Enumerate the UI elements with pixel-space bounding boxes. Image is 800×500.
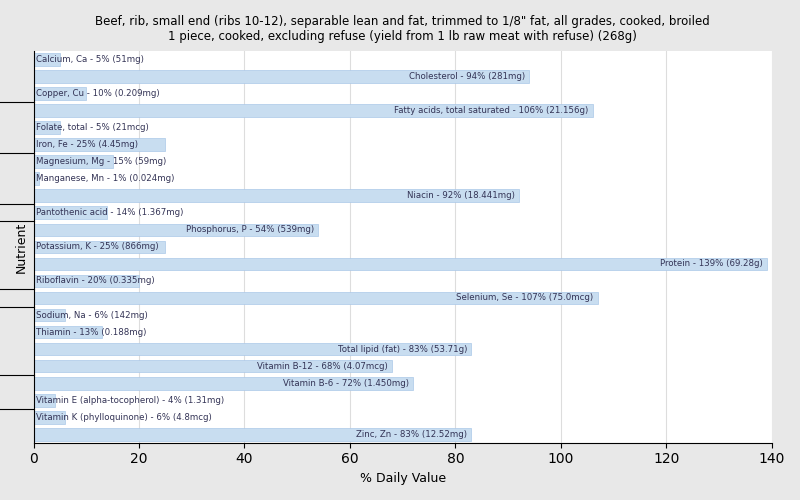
Text: Niacin - 92% (18.441mg): Niacin - 92% (18.441mg) (406, 192, 514, 200)
Bar (34, 394, 54, 406)
Bar (34, 428, 471, 440)
Bar (34, 342, 471, 355)
Bar (34, 411, 65, 424)
Bar (34, 360, 392, 372)
Text: Iron, Fe - 25% (4.45mg): Iron, Fe - 25% (4.45mg) (36, 140, 138, 149)
Bar (34, 104, 593, 117)
Text: Vitamin E (alpha-tocopherol) - 4% (1.31mg): Vitamin E (alpha-tocopherol) - 4% (1.31m… (36, 396, 224, 404)
Text: Vitamin K (phylloquinone) - 6% (4.8mcg): Vitamin K (phylloquinone) - 6% (4.8mcg) (36, 412, 212, 422)
Text: Magnesium, Mg - 15% (59mg): Magnesium, Mg - 15% (59mg) (36, 158, 166, 166)
Text: Fatty acids, total saturated - 106% (21.156g): Fatty acids, total saturated - 106% (21.… (394, 106, 588, 115)
X-axis label: % Daily Value: % Daily Value (360, 472, 446, 485)
Title: Beef, rib, small end (ribs 10-12), separable lean and fat, trimmed to 1/8" fat, : Beef, rib, small end (ribs 10-12), separ… (95, 15, 710, 43)
Text: Protein - 139% (69.28g): Protein - 139% (69.28g) (659, 260, 762, 268)
Text: Potassium, K - 25% (866mg): Potassium, K - 25% (866mg) (36, 242, 159, 252)
Text: Vitamin B-6 - 72% (1.450mg): Vitamin B-6 - 72% (1.450mg) (283, 378, 409, 388)
Text: Vitamin B-12 - 68% (4.07mcg): Vitamin B-12 - 68% (4.07mcg) (257, 362, 388, 370)
Text: Manganese, Mn - 1% (0.024mg): Manganese, Mn - 1% (0.024mg) (36, 174, 174, 184)
Text: Cholesterol - 94% (281mg): Cholesterol - 94% (281mg) (409, 72, 525, 81)
Text: Thiamin - 13% (0.188mg): Thiamin - 13% (0.188mg) (36, 328, 146, 336)
Bar (34, 258, 766, 270)
Text: Folate, total - 5% (21mcg): Folate, total - 5% (21mcg) (36, 123, 149, 132)
Bar (34, 172, 39, 185)
Text: Selenium, Se - 107% (75.0mcg): Selenium, Se - 107% (75.0mcg) (457, 294, 594, 302)
Text: Copper, Cu - 10% (0.209mg): Copper, Cu - 10% (0.209mg) (36, 89, 160, 98)
Bar (34, 292, 598, 304)
Bar (34, 156, 113, 168)
Y-axis label: Nutrient: Nutrient (15, 222, 28, 272)
Text: Zinc, Zn - 83% (12.52mg): Zinc, Zn - 83% (12.52mg) (356, 430, 467, 438)
Bar (34, 70, 530, 83)
Text: Riboflavin - 20% (0.335mg): Riboflavin - 20% (0.335mg) (36, 276, 155, 285)
Bar (34, 88, 86, 100)
Bar (34, 206, 107, 219)
Text: Calcium, Ca - 5% (51mg): Calcium, Ca - 5% (51mg) (36, 55, 144, 64)
Bar (34, 224, 318, 236)
Text: Phosphorus, P - 54% (539mg): Phosphorus, P - 54% (539mg) (186, 226, 314, 234)
Text: Sodium, Na - 6% (142mg): Sodium, Na - 6% (142mg) (36, 310, 148, 320)
Bar (34, 274, 139, 287)
Bar (34, 53, 60, 66)
Bar (34, 376, 414, 390)
Text: Pantothenic acid - 14% (1.367mg): Pantothenic acid - 14% (1.367mg) (36, 208, 183, 218)
Bar (34, 138, 166, 151)
Bar (34, 190, 518, 202)
Bar (34, 326, 102, 338)
Text: Total lipid (fat) - 83% (53.71g): Total lipid (fat) - 83% (53.71g) (338, 344, 467, 354)
Bar (34, 308, 65, 322)
Bar (34, 122, 60, 134)
Bar (34, 240, 166, 254)
